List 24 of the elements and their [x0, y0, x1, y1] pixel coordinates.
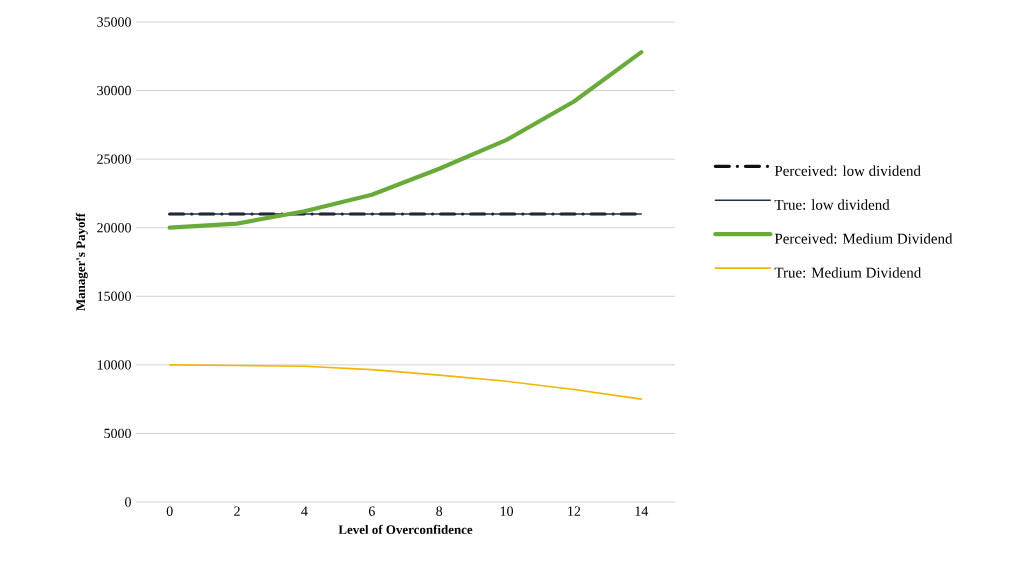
x-axis-title: Level of Overconfidence: [338, 524, 473, 534]
x-tick-label: 10: [500, 506, 514, 516]
x-tick-label: 8: [436, 506, 443, 516]
y-tick-label: 0: [125, 497, 131, 507]
y-tick-label: 15000: [97, 291, 131, 301]
x-tick-label: 0: [166, 506, 173, 516]
x-tick-label: 6: [368, 506, 375, 516]
line-series: [168, 364, 643, 400]
x-tick-label: 14: [635, 506, 649, 516]
y-tick-label: 30000: [97, 85, 131, 96]
y-tick-label: 10000: [97, 360, 131, 370]
y-tick-label: 25000: [97, 154, 131, 164]
legend-label: True: Medium Dividend: [774, 267, 922, 278]
legend-label: Perceived: Medium Dividend: [774, 233, 953, 244]
x-tick-label: 4: [301, 506, 308, 516]
y-tick-label: 35000: [97, 17, 131, 27]
y-axis-title: Manager's Payoff: [75, 212, 88, 311]
x-tick-label: 2: [234, 506, 240, 516]
y-tick-label: 20000: [97, 222, 131, 233]
y-tick-label: 5000: [104, 428, 131, 439]
legend-label: Perceived: low dividend: [774, 165, 921, 176]
line-series: [167, 50, 644, 230]
legend-label: True: low dividend: [774, 199, 890, 210]
x-tick-label: 12: [568, 506, 581, 516]
